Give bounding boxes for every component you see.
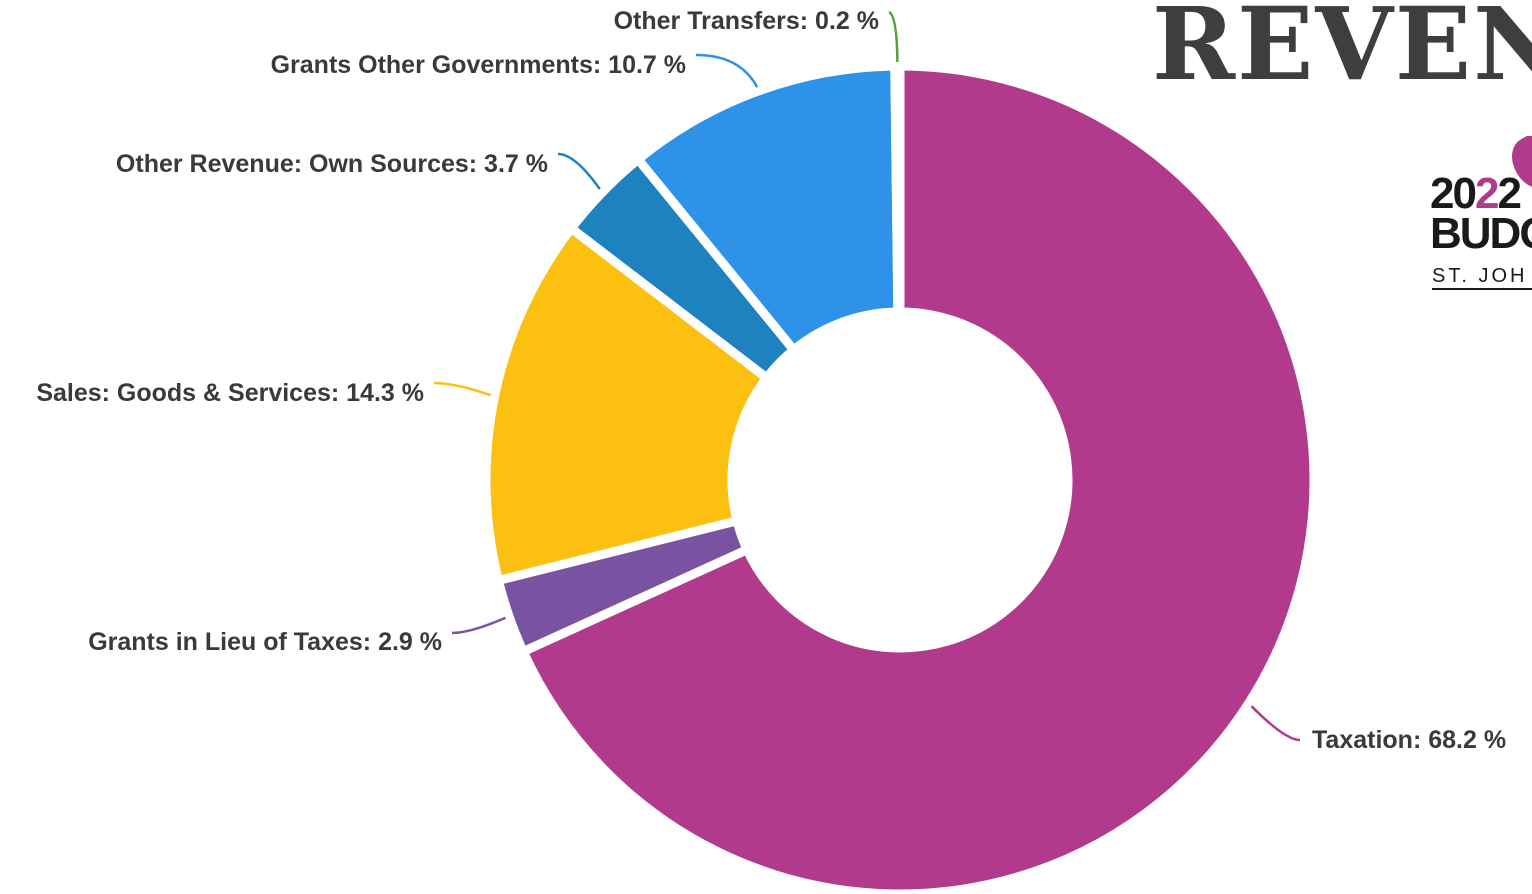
logo-year: 2022 xyxy=(1430,169,1522,218)
label-taxation: Taxation: 68.2 % xyxy=(1312,726,1506,754)
logo-word: BUDG xyxy=(1430,209,1532,258)
donut-slices xyxy=(481,61,1319,894)
leader-line-taxation xyxy=(1250,705,1301,742)
slice-grants-other-governments xyxy=(631,61,903,357)
leader-line-grants-in-lieu-of-taxes xyxy=(451,616,506,635)
label-other-revenue-own-sources: Other Revenue: Own Sources: 3.7 % xyxy=(116,150,548,178)
label-grants-other-governments: Grants Other Governments: 10.7 % xyxy=(271,51,686,79)
logo-year-accent: 2 xyxy=(1474,169,1500,218)
leader-line-sales-goods-services xyxy=(433,381,492,397)
leader-line-other-revenue-own-sources xyxy=(557,152,601,190)
logo-year-tail: 2 xyxy=(1497,169,1522,218)
slice-taxation xyxy=(517,61,1319,894)
label-sales-goods-services: Sales: Goods & Services: 14.3 % xyxy=(36,379,424,407)
label-grants-in-lieu-of-taxes: Grants in Lieu of Taxes: 2.9 % xyxy=(88,628,442,656)
logo-year-prefix: 20 xyxy=(1430,169,1477,218)
page-heading: REVEN xyxy=(1152,0,1532,103)
leader-line-other-transfers xyxy=(888,10,899,63)
leader-line-grants-other-governments xyxy=(695,53,759,88)
logo-rule xyxy=(1432,288,1532,290)
slice-other-transfers xyxy=(890,61,905,317)
label-other-transfers: Other Transfers: 0.2 % xyxy=(614,7,879,35)
slice-labels: Taxation: 68.2 % Grants in Lieu of Taxes:… xyxy=(36,7,1506,754)
label-leader-lines xyxy=(433,10,1301,742)
budget-logo: 2022 BUDG ST. JOH xyxy=(1428,136,1532,296)
slice-sales-goods-services xyxy=(481,222,773,586)
logo-city: ST. JOH xyxy=(1432,265,1528,287)
